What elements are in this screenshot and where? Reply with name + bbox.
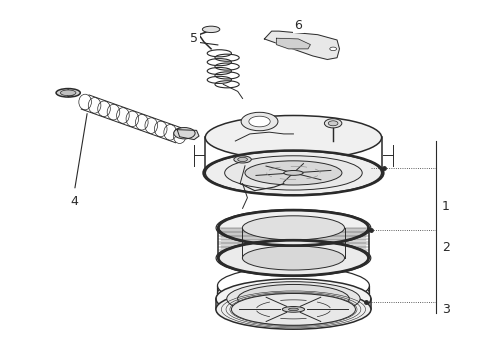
Ellipse shape: [219, 210, 368, 246]
Polygon shape: [66, 90, 73, 97]
Ellipse shape: [219, 240, 368, 276]
Ellipse shape: [328, 121, 338, 126]
Ellipse shape: [218, 275, 369, 312]
Ellipse shape: [174, 127, 195, 139]
Polygon shape: [177, 130, 199, 140]
Ellipse shape: [218, 267, 369, 305]
Text: 5: 5: [190, 32, 198, 45]
Ellipse shape: [231, 293, 355, 325]
Ellipse shape: [289, 308, 298, 311]
Ellipse shape: [249, 116, 270, 127]
Text: 2: 2: [442, 241, 450, 254]
Ellipse shape: [56, 89, 80, 97]
Ellipse shape: [330, 47, 337, 51]
Ellipse shape: [227, 282, 360, 316]
Ellipse shape: [225, 156, 362, 190]
Ellipse shape: [202, 26, 220, 32]
Text: 4: 4: [71, 195, 78, 208]
Ellipse shape: [216, 289, 371, 329]
Ellipse shape: [205, 151, 382, 195]
Ellipse shape: [243, 246, 344, 270]
Ellipse shape: [282, 306, 305, 312]
Ellipse shape: [238, 284, 349, 313]
Ellipse shape: [234, 156, 251, 163]
Polygon shape: [265, 31, 340, 59]
Ellipse shape: [245, 161, 342, 185]
Text: 3: 3: [442, 303, 450, 316]
Text: 6: 6: [294, 19, 302, 32]
Ellipse shape: [238, 157, 247, 162]
Ellipse shape: [243, 216, 344, 240]
Text: 1: 1: [442, 200, 450, 213]
Polygon shape: [276, 38, 310, 49]
Ellipse shape: [205, 116, 382, 159]
Ellipse shape: [60, 90, 76, 96]
Ellipse shape: [216, 279, 371, 319]
Ellipse shape: [324, 119, 342, 128]
Ellipse shape: [284, 171, 303, 175]
Ellipse shape: [241, 112, 278, 131]
